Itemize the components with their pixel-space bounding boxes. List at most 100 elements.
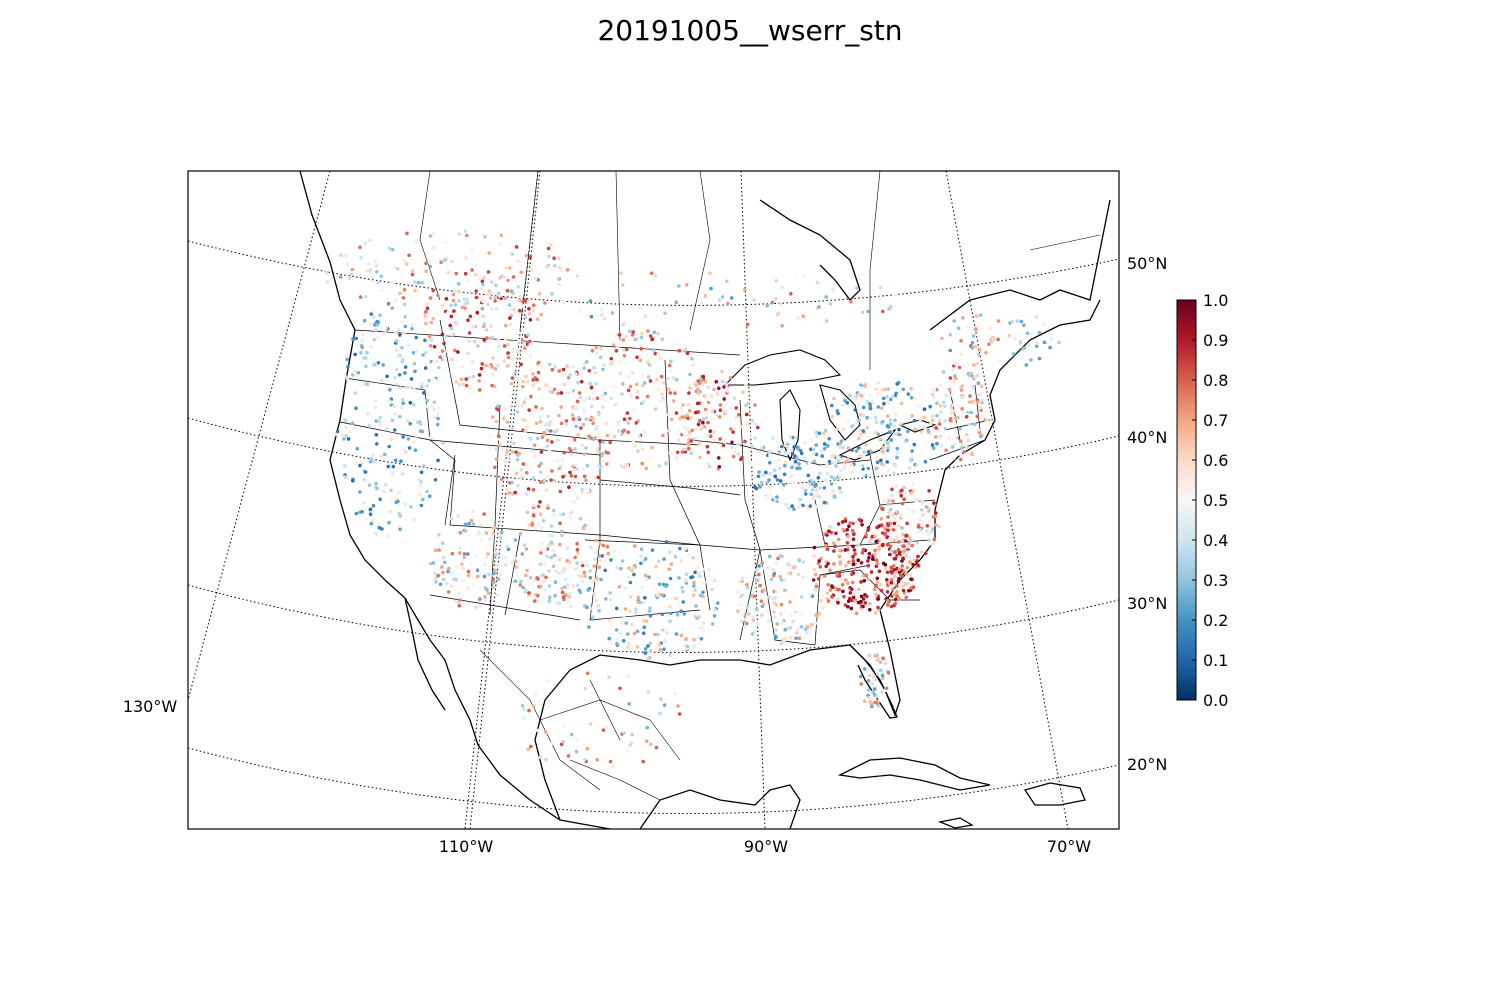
- station-point: [471, 582, 476, 587]
- station-point: [569, 732, 574, 737]
- station-point: [513, 370, 518, 375]
- station-point: [906, 392, 911, 396]
- station-point: [899, 493, 903, 498]
- station-point: [655, 593, 659, 597]
- station-point: [452, 309, 456, 313]
- station-point: [405, 419, 410, 423]
- station-point: [484, 328, 489, 332]
- station-point: [567, 599, 571, 604]
- station-point: [432, 377, 437, 382]
- station-point: [527, 312, 532, 316]
- station-point: [910, 414, 914, 418]
- station-point: [873, 534, 877, 538]
- station-point: [669, 417, 674, 422]
- station-point: [408, 385, 413, 389]
- station-point: [509, 289, 514, 294]
- station-point: [549, 555, 554, 560]
- station-point: [561, 740, 566, 744]
- station-point: [552, 478, 557, 483]
- station-point: [639, 343, 644, 348]
- colorbar-tick-label: 0.9: [1203, 331, 1228, 350]
- station-point: [497, 563, 502, 568]
- station-point: [892, 563, 896, 568]
- station-point: [467, 521, 471, 526]
- lat-label-40n: 40°N: [1127, 428, 1167, 447]
- station-point: [383, 452, 387, 457]
- station-point: [440, 349, 445, 353]
- station-point: [906, 507, 910, 512]
- station-point: [722, 394, 727, 399]
- station-point: [512, 556, 517, 560]
- station-point: [959, 388, 964, 392]
- station-point: [764, 493, 768, 498]
- station-point: [710, 622, 715, 626]
- station-point: [537, 292, 542, 296]
- station-point: [371, 518, 375, 522]
- station-point: [800, 485, 805, 490]
- station-point: [377, 419, 381, 424]
- station-point: [859, 561, 864, 565]
- station-point: [866, 678, 871, 683]
- station-point: [754, 568, 759, 572]
- station-point: [591, 391, 595, 395]
- station-point: [705, 444, 710, 449]
- station-point: [886, 528, 890, 533]
- station-point: [563, 577, 568, 582]
- station-point: [597, 434, 601, 438]
- station-point: [839, 490, 843, 495]
- station-point: [856, 402, 861, 407]
- station-point: [375, 270, 379, 274]
- station-point: [532, 599, 537, 603]
- station-point: [668, 619, 672, 623]
- station-point: [1025, 331, 1030, 336]
- station-point: [560, 590, 565, 595]
- station-point: [372, 362, 377, 367]
- station-point: [547, 448, 552, 453]
- station-point: [909, 396, 914, 400]
- station-point: [567, 595, 572, 599]
- station-point: [793, 435, 798, 440]
- station-point: [379, 274, 384, 279]
- station-point: [437, 548, 441, 552]
- station-point: [812, 545, 817, 550]
- station-point: [689, 451, 694, 456]
- station-point: [779, 578, 784, 582]
- station-point: [585, 360, 589, 364]
- station-point: [720, 379, 725, 384]
- station-point: [678, 546, 682, 551]
- station-point: [866, 309, 870, 314]
- station-point: [440, 565, 444, 569]
- station-point: [775, 438, 779, 443]
- station-point: [657, 582, 662, 586]
- station-point: [782, 472, 787, 477]
- station-point: [686, 416, 690, 421]
- station-point: [701, 374, 706, 379]
- station-point: [925, 528, 929, 533]
- station-point: [398, 291, 402, 296]
- station-point: [571, 417, 576, 421]
- station-point: [461, 382, 466, 387]
- station-point: [466, 552, 470, 556]
- station-point: [853, 552, 857, 556]
- station-point: [383, 331, 387, 336]
- station-point: [376, 336, 380, 340]
- station-point: [638, 306, 642, 310]
- station-point: [820, 454, 824, 458]
- colorbar-tick-label: 1.0: [1203, 291, 1228, 310]
- station-point: [710, 587, 714, 592]
- station-point: [948, 376, 953, 380]
- station-point: [874, 539, 878, 544]
- station-point: [460, 279, 465, 283]
- station-point: [695, 616, 699, 621]
- station-point: [886, 603, 890, 607]
- station-point: [990, 335, 995, 340]
- station-point: [559, 421, 564, 426]
- station-point: [671, 376, 676, 380]
- station-point: [595, 758, 599, 762]
- station-point: [481, 314, 486, 319]
- station-point: [815, 492, 820, 496]
- station-point: [751, 615, 755, 619]
- station-point: [585, 464, 590, 468]
- station-point: [878, 537, 882, 542]
- station-point: [566, 585, 571, 590]
